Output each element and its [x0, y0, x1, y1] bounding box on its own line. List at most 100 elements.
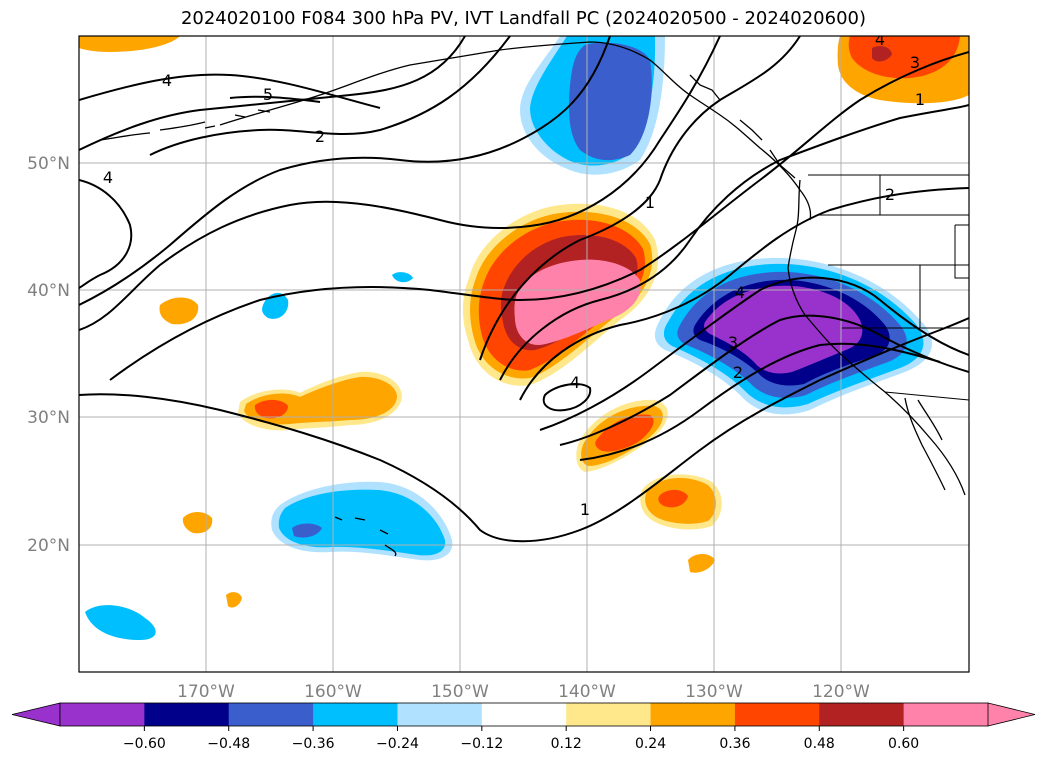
contour-4-small — [542, 383, 592, 412]
positive-anomaly-top-right-peak — [872, 46, 892, 62]
colorbar-tick-label: 0.24 — [635, 736, 666, 752]
lat-label: 40°N — [27, 281, 70, 301]
colorbar-segment — [903, 703, 989, 726]
colorbar-extend-high — [987, 702, 1036, 727]
small-islands — [204, 109, 271, 129]
colorbar-tick-label: 0.48 — [804, 736, 835, 752]
pv-contours — [79, 36, 969, 543]
lat-label: 30°N — [27, 408, 70, 428]
baja-peninsula — [904, 397, 946, 491]
negative-anomaly-far-west — [85, 605, 156, 640]
contour-5 — [229, 95, 321, 103]
contour-label: 4 — [875, 30, 885, 49]
colorbar-tick-label: 0.60 — [888, 736, 919, 752]
negative-anomaly-small-1 — [262, 292, 289, 319]
contour-2-main — [79, 36, 611, 306]
positive-anomaly-small-5 — [226, 592, 242, 608]
negative-anomaly-small-2 — [392, 272, 413, 283]
contour-4-inner — [519, 187, 969, 401]
map-frame — [78, 35, 970, 673]
contour-3-east — [559, 314, 969, 446]
contour-label: 4 — [735, 283, 745, 302]
contour-label: 4 — [103, 168, 113, 187]
contour-1-east — [579, 342, 941, 461]
state-lines — [818, 175, 969, 329]
positive-anomaly-baja-west-core — [658, 489, 688, 508]
colorbar-tick-label: 0.12 — [551, 736, 582, 752]
hawaii-islands — [334, 516, 397, 557]
colorbar-tick-label: −0.60 — [123, 736, 166, 752]
lon-label: 160°W — [304, 682, 362, 702]
west-coast — [787, 179, 966, 496]
lat-label: 50°N — [27, 154, 70, 174]
alaska-coast — [219, 41, 812, 221]
negative-anomaly-hawaii-036 — [292, 523, 322, 538]
contour-label: 3 — [728, 333, 738, 352]
colorbar-segment — [819, 703, 905, 726]
contour-pacific-loop — [79, 317, 969, 543]
colorbar-segment — [650, 703, 736, 726]
anomaly-fills — [79, 36, 969, 640]
contour-1-main — [79, 36, 721, 331]
positive-anomaly-060 — [514, 259, 641, 346]
lat-labels: 50°N 40°N 30°N 20°N — [27, 154, 70, 556]
lat-label: 20°N — [27, 536, 70, 556]
positive-anomaly-small-4 — [182, 512, 213, 534]
colorbar-segment — [734, 703, 820, 726]
contour-label: 2 — [733, 363, 743, 382]
contour-2-inner — [479, 36, 801, 361]
colorbar-extend-low — [11, 702, 61, 727]
contour-label: 3 — [910, 53, 920, 72]
colorbar-segment — [144, 703, 230, 726]
colorbar-segment — [397, 703, 483, 726]
contour-2-east — [539, 276, 969, 431]
negative-anomaly-hawaii-024 — [278, 489, 446, 556]
contour-label: 2 — [885, 185, 895, 204]
contour-3-inner — [499, 104, 969, 381]
colorbar-tick-label: −0.48 — [207, 736, 250, 752]
lon-label: 140°W — [558, 682, 616, 702]
contour-4-west — [79, 179, 133, 289]
colorbar-segment — [60, 703, 145, 726]
lon-label: 150°W — [431, 682, 489, 702]
borders — [808, 174, 969, 401]
contour-labels: 4 5 3 2 4 1 4 3 1 2 4 3 2 1 1 4 — [103, 30, 925, 519]
colorbar-tick-label: −0.36 — [292, 736, 335, 752]
lon-label: 170°W — [177, 682, 235, 702]
colorbar-segment — [566, 703, 652, 726]
contour-4-north — [79, 73, 381, 109]
contour-label: 2 — [315, 127, 325, 146]
lon-label: 130°W — [685, 682, 743, 702]
contour-label: 5 — [263, 85, 273, 104]
map-title: 2024020100 F084 300 hPa PV, IVT Landfall… — [180, 8, 867, 29]
positive-anomaly-small-6 — [688, 554, 715, 573]
aleutians — [99, 121, 206, 141]
graticule — [79, 36, 969, 672]
colorbar-tick-label: 0.36 — [719, 736, 750, 752]
colorbar-segment — [313, 703, 398, 726]
negative-anomaly-gulf-036 — [569, 42, 652, 161]
negative-anomaly-ca-060 — [704, 285, 863, 374]
map-plot-area: 4 5 3 2 4 1 4 3 1 2 4 3 2 1 1 4 — [79, 30, 969, 672]
colorbar: −0.60 −0.48 −0.36 −0.24 −0.12 0.12 0.24 0.36 0.4… — [11, 702, 1036, 752]
colorbar-border — [59, 702, 989, 727]
contour-label: 4 — [570, 373, 580, 392]
positive-anomaly-west-1-core — [254, 399, 288, 419]
colorbar-tick-label: −0.24 — [376, 736, 419, 752]
colorbar-segment — [228, 703, 314, 726]
contour-label: 1 — [915, 90, 925, 109]
contour-2-north — [149, 36, 511, 156]
colorbar-segment — [481, 703, 567, 726]
contour-label: 1 — [580, 500, 590, 519]
positive-anomaly-mid-core — [595, 414, 654, 452]
contour-label: 1 — [645, 193, 655, 212]
contour-3 — [79, 36, 466, 151]
us-mexico-border — [884, 391, 969, 401]
colorbar-tick-label: −0.12 — [460, 736, 503, 752]
positive-anomaly-top-left — [79, 36, 180, 52]
positive-anomaly-small-3 — [159, 297, 199, 325]
contour-label: 4 — [162, 71, 172, 90]
lon-labels: 170°W 160°W 150°W 140°W 130°W 120°W — [177, 682, 870, 702]
contour-1-south — [109, 51, 969, 381]
